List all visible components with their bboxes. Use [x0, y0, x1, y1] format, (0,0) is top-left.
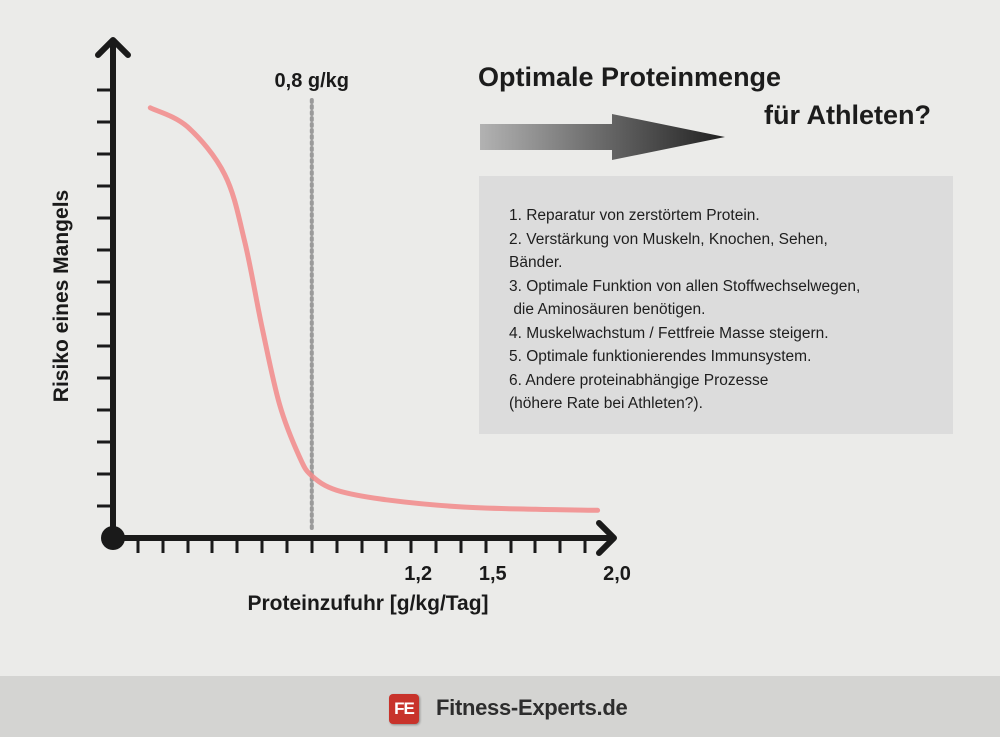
- benefit-item: 6. Andere proteinabhängige Prozesse: [509, 371, 769, 389]
- brand-logo-icon: FE: [389, 694, 419, 724]
- reference-line-group: 0,8 g/kg: [275, 70, 349, 532]
- title-line-2: für Athleten?: [764, 100, 931, 130]
- x-tick-label: 1,2: [404, 563, 432, 585]
- benefit-item: 5. Optimale funktionierendes Immunsystem…: [509, 348, 812, 365]
- benefit-item: 1. Reparatur von zerstörtem Protein.: [509, 207, 760, 224]
- benefit-item: die Aminosäuren benötigen.: [509, 301, 706, 318]
- brand-name: Fitness-Experts.de: [436, 695, 628, 720]
- footer: FE Fitness-Experts.de: [0, 676, 1000, 737]
- benefit-item: 2. Verstärkung von Muskeln, Knochen, Seh…: [509, 230, 828, 248]
- chart: 0,8 g/kg 1,2 1,5 2,0 Proteinzufuhr [g/kg/T…: [50, 37, 725, 615]
- benefit-item: Bänder.: [509, 254, 563, 271]
- risk-curve: [147, 105, 601, 513]
- decorative-arrow: [480, 114, 725, 160]
- y-axis-label: Risiko eines Mangels: [50, 190, 73, 402]
- title-line-1: Optimale Proteinmenge: [478, 62, 782, 92]
- benefits-box: 1. Reparatur von zerstörtem Protein. 2. V…: [479, 176, 953, 434]
- origin-dot: [101, 526, 125, 550]
- x-tick-labels: 1,2 1,5 2,0: [404, 563, 631, 585]
- x-tick-label: 2,0: [603, 563, 631, 585]
- x-axis-label: Proteinzufuhr [g/kg/Tag]: [247, 592, 488, 615]
- reference-line-label: 0,8 g/kg: [275, 70, 349, 92]
- axes: [95, 37, 617, 556]
- benefit-item: (höhere Rate bei Athleten?).: [509, 395, 703, 412]
- x-axis-arrowhead: [596, 520, 617, 556]
- benefit-item: 4. Muskelwachstum / Fettfreie Masse stei…: [509, 324, 829, 342]
- benefit-item: 3. Optimale Funktion von allen Stoffwech…: [509, 277, 861, 295]
- benefits-list: 1. Reparatur von zerstörtem Protein. 2. V…: [509, 204, 933, 416]
- x-tick-label: 1,5: [479, 563, 507, 585]
- y-axis-arrowhead: [95, 37, 131, 58]
